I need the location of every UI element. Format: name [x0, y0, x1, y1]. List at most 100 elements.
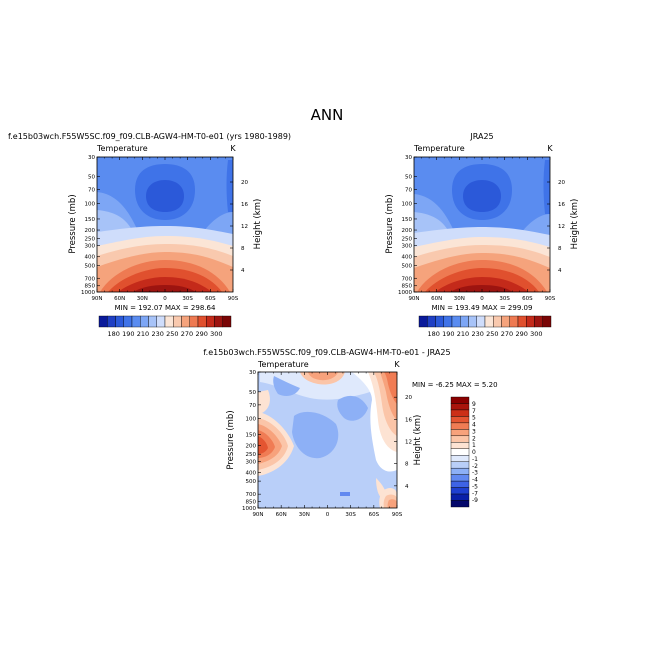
panel-difference-colorbar-swatch	[450, 467, 470, 475]
panel-difference-colorbar-swatch	[450, 500, 470, 508]
panel-difference-colorbar-label: -9	[472, 497, 478, 504]
panel-jra25-ytick-right-label: 16	[558, 202, 565, 208]
panel-difference-ylabel: Pressure (mb)	[226, 410, 236, 469]
panel-jra25-colorbar-swatch	[418, 315, 428, 328]
panel-jra25-colorbar-swatch	[427, 315, 436, 328]
panel-difference-xtick-label: 60N	[276, 512, 287, 518]
panel-model-ytick-label: 150	[85, 217, 96, 223]
panel-model-xtick-label: 0	[163, 296, 167, 302]
panel-jra25-colorbar-swatch	[460, 315, 469, 328]
panel-difference-colorbar-swatch	[450, 461, 470, 469]
main-title: ANN	[311, 106, 344, 124]
panel-model-xtick-label: 90S	[228, 296, 239, 302]
panel-difference-colorbar-label: -1	[472, 456, 478, 463]
panel-jra25-subtitle: Temperature	[413, 144, 465, 153]
panel-difference-colorbar-label: 7	[472, 408, 476, 415]
panel-model-ytick-label: 700	[85, 276, 96, 282]
panel-difference-ytick-label: 400	[246, 470, 257, 476]
panel-jra25-colorbar-label: 190	[442, 330, 454, 338]
panel-difference-colorbar-label: 4	[472, 422, 476, 429]
panel-jra25-xtick-label: 30S	[499, 296, 510, 302]
panel-difference-xtick-label: 60S	[369, 512, 380, 518]
panel-jra25-colorbar-label: 230	[471, 330, 483, 338]
panel-difference-colorbar-swatch	[450, 442, 470, 449]
panel-model-xtick-label: 60N	[114, 296, 125, 302]
panel-difference-ylabel-right: Height (km)	[413, 415, 423, 466]
panel-difference-colorbar-label: -5	[472, 483, 478, 490]
panel-difference: f.e15b03wch.F55W5SC.f09_f09.CLB-AGW4-HM-…	[203, 348, 497, 518]
panel-model-colorbar: 180 190 210 230 250 270 290 300	[98, 315, 232, 338]
panel-model-ytick-right-label: 4	[241, 268, 245, 274]
panel-jra25-ytick-label: 70	[405, 188, 412, 194]
panel-model-ytick-right-label: 8	[241, 246, 245, 252]
panel-model-ytick-label: 50	[88, 175, 95, 181]
panel-model-colorbar-label: 270	[181, 330, 193, 338]
panel-jra25-ytick-label: 500	[402, 263, 413, 269]
panel-jra25-colorbar-swatch	[542, 315, 552, 328]
panel-difference-xtick-label: 30N	[299, 512, 310, 518]
panel-jra25-colorbar: 180 190 210 230 250 270 290 300	[418, 315, 552, 338]
panel-model-xtick-label: 90N	[91, 296, 102, 302]
panel-jra25-ytick-label: 50	[405, 175, 412, 181]
panel-difference-ytick-label: 300	[246, 459, 257, 465]
panel-model-ytick-label: 70	[88, 188, 95, 194]
panel-jra25-xtick-label: 90N	[408, 296, 419, 302]
panel-model-stats: MIN = 192.07 MAX = 298.64	[115, 304, 216, 312]
panel-difference-ytick-right-label: 4	[405, 484, 409, 490]
panel-jra25-xtick-label: 90S	[545, 296, 556, 302]
panel-model-ytick-label: 300	[85, 244, 96, 250]
panel-jra25-ytick-label: 850	[402, 284, 413, 290]
panel-difference-colorbar-swatch	[450, 429, 470, 437]
panel-difference-xtick-label: 0	[326, 512, 330, 518]
panel-jra25-colorbar-swatch	[443, 315, 453, 328]
panel-jra25-xtick-label: 60S	[522, 296, 533, 302]
panel-jra25-ytick-label: 30	[405, 155, 412, 161]
panel-model-xtick-label: 30S	[182, 296, 193, 302]
panel-difference-colorbar-swatch	[450, 487, 470, 495]
panel-difference-ytick-label: 850	[246, 500, 257, 506]
panel-difference-colorbar-swatch	[450, 493, 470, 501]
panel-difference-ytick-label: 150	[246, 432, 257, 438]
panel-jra25-colorbar-label: 250	[486, 330, 498, 338]
panel-model-ytick-label: 500	[85, 263, 96, 269]
panel-jra25-ytick-right-label: 8	[558, 246, 562, 252]
panel-model-units: K	[230, 144, 236, 153]
panel-jra25-colorbar-label: 290	[515, 330, 527, 338]
panel-model-ylabel-right: Height (km)	[253, 199, 263, 250]
panel-difference-colorbar-label: -7	[472, 490, 478, 497]
panel-difference-ytick-right-label: 12	[405, 440, 412, 446]
panel-difference-colorbar-label: 3	[472, 428, 476, 435]
panel-model-colorbar-swatch	[189, 315, 199, 328]
panel-jra25-colorbar-swatch	[435, 315, 444, 328]
panel-difference-colorbar-swatch	[450, 480, 470, 488]
panel-model-colorbar-label: 290	[195, 330, 207, 338]
panel-model-ytick-label: 100	[85, 201, 96, 207]
panel-difference-subtitle: Temperature	[257, 360, 309, 369]
panel-jra25-axes: 305070100150200250300400500700850100090N…	[398, 155, 565, 302]
panel-model-ytick-label: 30	[88, 155, 95, 161]
panel-jra25-ytick-label: 300	[402, 244, 413, 250]
panel-model-colorbar-swatch	[140, 315, 149, 328]
panel-model: f.e15b03wch.F55W5SC.f09_f09.CLB-AGW4-HM-…	[8, 132, 291, 338]
panel-difference-colorbar-swatch	[450, 435, 470, 443]
panel-difference-colorbar-label: 0	[472, 449, 476, 456]
panel-jra25-ylabel-right: Height (km)	[570, 199, 580, 250]
panel-jra25-field	[414, 157, 550, 292]
panel-jra25-colorbar-swatch	[484, 315, 494, 328]
panel-difference-ytick-label: 500	[246, 479, 257, 485]
panel-difference-ytick-label: 250	[246, 452, 257, 458]
panel-model-colorbar-swatch	[206, 315, 215, 328]
panel-difference-title: f.e15b03wch.F55W5SC.f09_f09.CLB-AGW4-HM-…	[203, 348, 450, 357]
panel-jra25-colorbar-label: 180	[427, 330, 439, 338]
panel-difference-colorbar-label: -2	[472, 463, 478, 470]
panel-jra25-xtick-label: 30N	[454, 296, 465, 302]
panel-jra25-colorbar-swatch	[468, 315, 477, 328]
panel-model-colorbar-swatch	[222, 315, 232, 328]
panel-model-ylabel: Pressure (mb)	[68, 194, 78, 253]
panel-model-field	[97, 157, 233, 292]
panel-model-colorbar-swatch	[115, 315, 124, 328]
panel-difference-colorbar-label: 2	[472, 435, 476, 442]
panel-model-xtick-label: 60S	[205, 296, 216, 302]
